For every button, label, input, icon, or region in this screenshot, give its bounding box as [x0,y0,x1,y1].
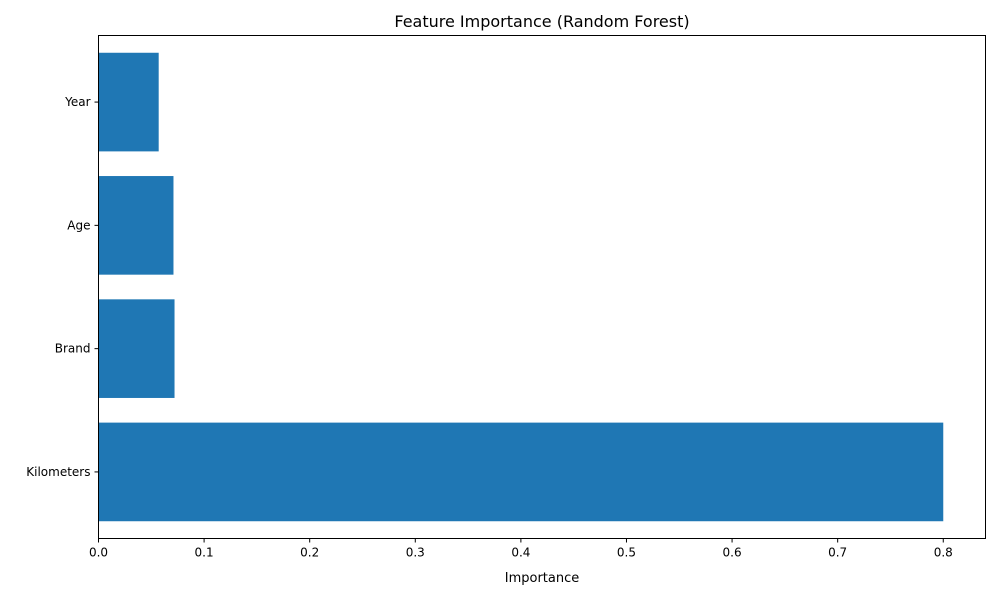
bar-age [98,176,174,275]
x-tick-label: 0.7 [828,546,847,560]
bar-year [98,52,159,152]
bar-kilometers [98,422,944,522]
y-tick-label: Year [64,95,90,109]
x-tick-label: 0.1 [195,546,214,560]
x-axis-ticks: 0.0 0.1 0.2 0.3 0.4 0.5 0.6 0.7 0.8 [89,538,953,560]
x-tick-label: 0.6 [723,546,742,560]
x-tick-label: 0.2 [300,546,319,560]
y-tick-label: Age [67,218,90,232]
x-tick-label: 0.8 [934,546,953,560]
x-tick-label: 0.4 [511,546,530,560]
bars-group [98,52,944,522]
bar-brand [98,299,175,398]
y-tick-label: Brand [55,342,91,356]
x-tick-label: 0.0 [89,546,108,560]
y-axis-ticks: Kilometers Brand Age Year [26,95,99,479]
plot-frame [98,35,986,539]
x-axis-label: Importance [505,571,580,586]
chart-title: Feature Importance (Random Forest) [394,12,689,31]
x-tick-label: 0.3 [406,546,425,560]
y-tick-label: Kilometers [26,465,90,479]
x-tick-label: 0.5 [617,546,636,560]
